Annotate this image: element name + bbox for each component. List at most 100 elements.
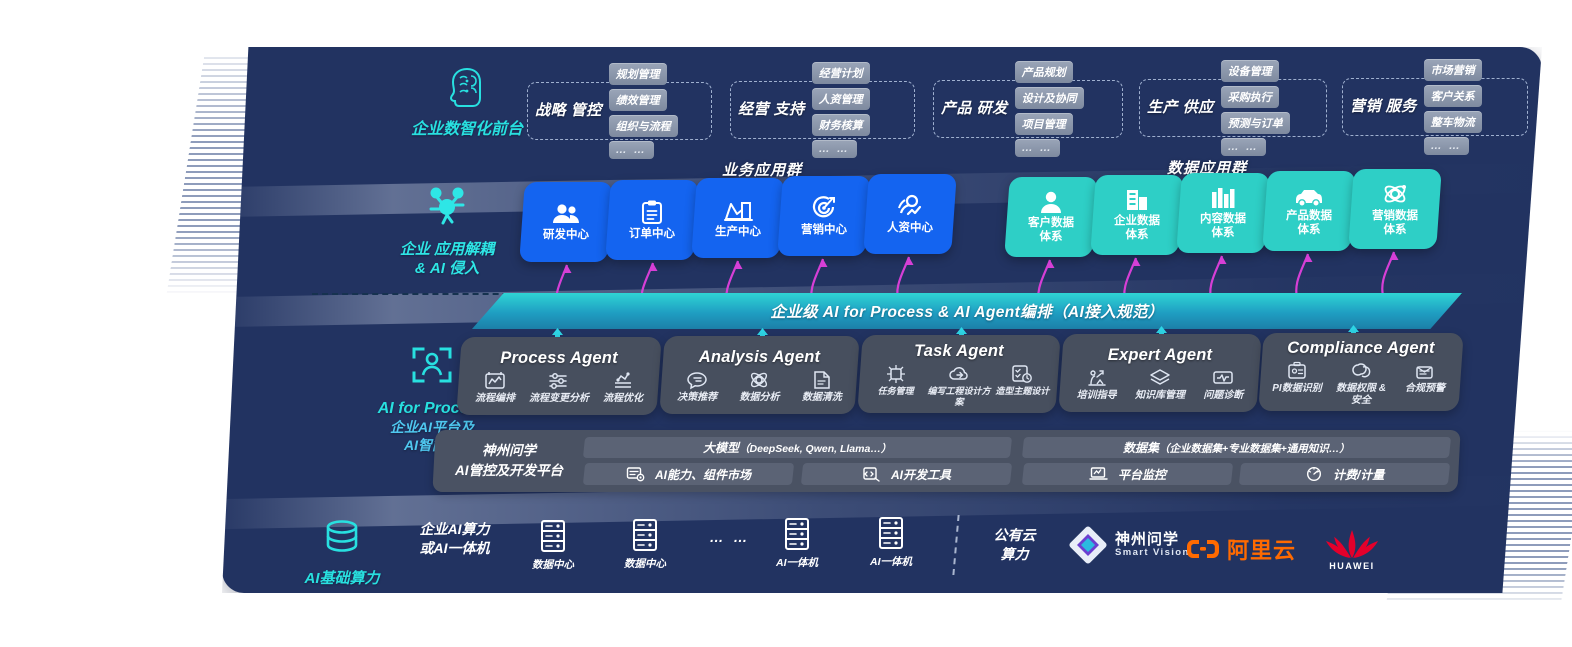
chip[interactable]: 组织与流程 — [608, 115, 678, 137]
agent-feature[interactable]: 任务管理 — [864, 364, 927, 396]
chip-more[interactable]: … … — [811, 140, 857, 158]
agent-feature[interactable]: 流程优化 — [591, 371, 655, 405]
top-group-1[interactable]: 经营 支持 经营计划 人资管理 财务核算 … … — [730, 62, 915, 158]
agent-feature[interactable]: 编写工程设计方案 — [927, 364, 991, 407]
agent-feature[interactable]: 决策推荐 — [666, 370, 728, 404]
agent-card-2[interactable]: Task Agent 任务管理 编写工程设计方案 — [857, 335, 1061, 413]
chip[interactable]: 设计及协同 — [1014, 87, 1084, 109]
agent-feature[interactable]: 流程变更分析 — [527, 371, 591, 405]
agent-card-3[interactable]: Expert Agent 培训指导 — [1058, 334, 1262, 412]
chip[interactable]: 市场营销 — [1423, 59, 1482, 81]
agent-feature[interactable]: 流程编排 — [463, 371, 527, 405]
top-group-name: 战略 管控 — [535, 102, 602, 120]
cloud-gear-icon — [949, 367, 968, 380]
sidebar-item-decouple[interactable]: 企业 应用解耦 & AI 侵入 — [352, 182, 542, 278]
platform-bar-dataset[interactable]: 数据集（企业数据集+专业数据集+通用知识…） — [1021, 437, 1451, 458]
person-chart-icon — [898, 194, 922, 215]
chip-more[interactable]: … … — [608, 141, 654, 159]
agent-feature[interactable]: 数据权限 & 安全 — [1329, 361, 1393, 406]
chip[interactable]: 项目管理 — [1014, 113, 1073, 135]
chip[interactable]: 财务核算 — [811, 114, 870, 136]
top-group-4[interactable]: 营销 服务 市场营销 客户关系 整车物流 … … — [1342, 59, 1528, 155]
monitor-icon — [1088, 467, 1108, 480]
agent-card-4[interactable]: Compliance Agent PI数据识别 — [1258, 333, 1464, 411]
infra-node-4[interactable]: AI一体机 — [856, 516, 926, 569]
platform-bar-billing[interactable]: 计费/计量 — [1239, 463, 1451, 485]
huawei-flower-icon — [1326, 530, 1378, 558]
document-clean-icon — [814, 371, 830, 389]
infra-node-1[interactable]: 数据中心 — [610, 518, 680, 571]
agent-feature[interactable]: 数据清洗 — [791, 370, 853, 404]
chip[interactable]: 采购执行 — [1220, 86, 1279, 108]
sidebar-label-decouple: 企业 应用解耦 & AI 侵入 — [399, 241, 495, 278]
agent-title: Expert Agent — [1107, 345, 1213, 364]
data-card-0[interactable]: 客户数据 体系 — [1004, 177, 1098, 257]
layers-icon — [1150, 369, 1170, 385]
agent-feature[interactable]: PI数据识别 — [1265, 361, 1329, 395]
card-label: 营销数据 体系 — [1372, 209, 1418, 236]
ai-orchestration-band[interactable]: 企业级 AI for Process & AI Agent编排（AI接入规范） — [472, 293, 1462, 329]
card-label: 内容数据 体系 — [1200, 212, 1246, 239]
vendor-logo-smartvision[interactable]: 神州问学 Smart Vision — [1068, 525, 1190, 565]
infra-node-3[interactable]: AI一体机 — [762, 517, 832, 570]
agent-title: Process Agent — [500, 348, 618, 367]
chip[interactable]: 绩效管理 — [608, 89, 667, 111]
platform-left-label: 神州问学 AI管控及开发平台 — [455, 443, 563, 478]
agent-feature[interactable]: 培训指导 — [1065, 368, 1128, 402]
card-label: 人资中心 — [887, 221, 933, 234]
data-card-1[interactable]: 企业数据 体系 — [1090, 175, 1184, 255]
chip-more[interactable]: … … — [1014, 139, 1060, 157]
top-group-2[interactable]: 产品 研发 产品规划 设计及协同 项目管理 … … — [933, 61, 1123, 157]
top-group-0[interactable]: 战略 管控 规划管理 绩效管理 组织与流程 … … — [527, 63, 712, 159]
platform-bar-market[interactable]: AI能力、组件市场 — [582, 463, 794, 485]
platform-panel[interactable]: 神州问学 AI管控及开发平台 大模型（DeepSeek, Qwen, Llama… — [432, 430, 1461, 492]
card-label: 研发中心 — [543, 228, 589, 241]
agent-card-1[interactable]: Analysis Agent 决策推荐 数据分析 — [659, 336, 860, 414]
vendor-logo-aliyun[interactable]: 阿里云 — [1186, 533, 1296, 565]
sidebar-item-compute[interactable]: AI基础算力 — [252, 515, 432, 588]
chip-more[interactable]: … … — [1220, 138, 1266, 156]
business-card-3[interactable]: 营销中心 — [777, 176, 871, 256]
agent-feature[interactable]: 合规预警 — [1393, 361, 1457, 395]
agent-card-0[interactable]: Process Agent 流程编排 — [456, 337, 662, 415]
business-card-4[interactable]: 人资中心 — [863, 174, 957, 254]
infra-node-ellipsis: … … — [690, 529, 770, 545]
platform-bar-devtool[interactable]: AI开发工具 — [800, 463, 1012, 485]
data-card-4[interactable]: 营销数据 体系 — [1348, 169, 1442, 249]
infra-node-0[interactable]: 数据中心 — [518, 519, 588, 572]
top-group-3[interactable]: 生产 供应 设备管理 采购执行 预测与订单 … … — [1139, 60, 1327, 156]
atom-analysis-icon — [751, 372, 768, 387]
chip[interactable]: 产品规划 — [1014, 61, 1073, 83]
agent-feature[interactable]: 造型主题设计 — [991, 364, 1054, 396]
chip[interactable]: 经营计划 — [811, 62, 870, 84]
data-card-2[interactable]: 内容数据 体系 — [1176, 173, 1270, 253]
agent-feature[interactable]: 问题诊断 — [1192, 368, 1255, 402]
chip-more[interactable]: … … — [1423, 137, 1469, 155]
market-icon — [626, 467, 645, 482]
agent-title: Analysis Agent — [698, 347, 821, 366]
agent-feature[interactable]: 知识库管理 — [1128, 368, 1191, 402]
models-note: （DeepSeek, Qwen, Llama…） — [739, 443, 892, 455]
chip[interactable]: 人资管理 — [811, 88, 870, 110]
chip[interactable]: 设备管理 — [1220, 60, 1279, 82]
data-card-3[interactable]: 产品数据 体系 — [1262, 171, 1356, 251]
platform-bar-monitor[interactable]: 平台监控 — [1021, 463, 1233, 485]
chip[interactable]: 预测与订单 — [1220, 112, 1290, 134]
agent-feature[interactable]: 数据分析 — [728, 370, 790, 404]
business-card-0[interactable]: 研发中心 — [519, 182, 613, 262]
devtool-icon — [862, 467, 880, 482]
vendor-logo-huawei[interactable]: HUAWEI — [1324, 526, 1380, 571]
shield-lock-icon — [1352, 363, 1371, 378]
platform-col-right: 数据集（企业数据集+专业数据集+通用知识…） 平台监控 — [1021, 437, 1451, 485]
diagnose-icon — [1213, 371, 1234, 384]
chip[interactable]: 整车物流 — [1423, 111, 1482, 133]
top-group-name: 产品 研发 — [941, 100, 1008, 118]
chip[interactable]: 规划管理 — [608, 63, 667, 85]
business-card-2[interactable]: 生产中心 — [691, 178, 785, 258]
card-label: 生产中心 — [715, 225, 761, 238]
business-card-1[interactable]: 订单中心 — [605, 180, 699, 260]
sidebar-item-front[interactable]: 企业数智化前台 — [372, 65, 562, 140]
chip[interactable]: 客户关系 — [1423, 85, 1482, 107]
platform-bar-models[interactable]: 大模型（DeepSeek, Qwen, Llama…） — [582, 437, 1012, 458]
